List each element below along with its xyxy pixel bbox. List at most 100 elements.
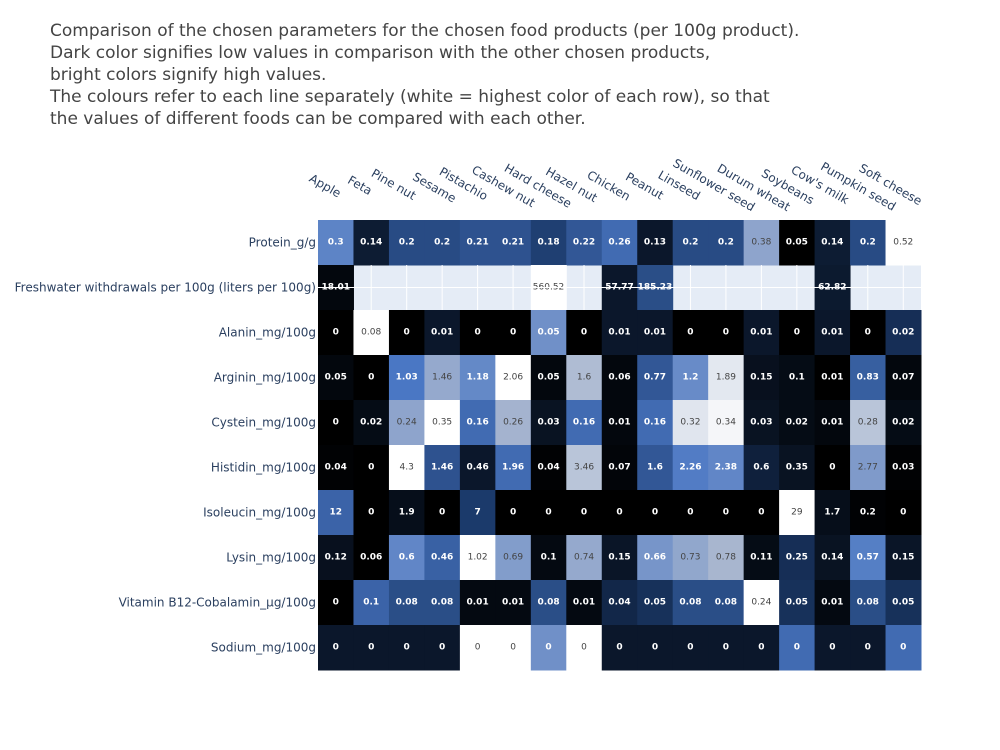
heatmap-cell: [530, 625, 567, 671]
heatmap-cell: [779, 580, 816, 626]
heatmap-cell: [743, 490, 780, 536]
cell-label: 0.77: [644, 373, 666, 383]
heatmap-cell: [779, 310, 816, 356]
heatmap-cell: [388, 310, 425, 356]
heatmap-cell: [318, 535, 354, 581]
heatmap-cell: [459, 220, 496, 266]
heatmap-cell: [708, 490, 745, 536]
heatmap-cell: [353, 625, 390, 671]
cell-label: 0: [758, 508, 764, 518]
heatmap-cell: [424, 490, 461, 536]
cell-label: 0: [368, 373, 374, 383]
heatmap-cell: [459, 625, 496, 671]
cell-label: 0: [581, 508, 587, 518]
y-tick-label: Vitamin B12-Cobalamin_µg/100g: [119, 596, 316, 610]
y-tick-label: Lysin_mg/100g: [226, 551, 316, 565]
heatmap-cell: [353, 400, 390, 446]
cell-label: 1.9: [399, 508, 415, 518]
heatmap-cell: [424, 580, 461, 626]
y-tick-label: Sodium_mg/100g: [211, 641, 316, 655]
heatmap-cell: [637, 220, 674, 266]
heatmap-cell: [353, 355, 390, 401]
heatmap-cell: [459, 490, 496, 536]
heatmap-cell: [566, 220, 603, 266]
y-tick-label: Protein_g/g: [249, 236, 316, 250]
cell-label: 0: [545, 508, 551, 518]
cell-label: 0.04: [537, 463, 559, 473]
heatmap-cell: [353, 535, 390, 581]
cell-label: 0.14: [821, 553, 843, 563]
cell-label: 2.26: [679, 463, 701, 473]
heatmap-cell: [495, 355, 532, 401]
heatmap-cell: [424, 445, 461, 491]
cell-label: 0.01: [821, 598, 843, 608]
title-line: Dark color signifies low values in compa…: [50, 43, 711, 63]
heatmap-cell: [850, 400, 887, 446]
cell-label: 1.2: [682, 373, 698, 383]
heatmap-cell: [388, 355, 425, 401]
heatmap-cell: [743, 535, 780, 581]
heatmap-cell: [637, 355, 674, 401]
cell-label: 0: [687, 643, 693, 653]
heatmap-cell: [850, 490, 887, 536]
cell-label: 0: [581, 328, 587, 338]
heatmap-cell: [566, 535, 603, 581]
heatmap-cell: [885, 220, 922, 266]
cell-label: 0.24: [397, 418, 417, 428]
heatmap-cell: [388, 220, 425, 266]
heatmap-cell: [424, 220, 461, 266]
cell-label: 0.28: [858, 418, 878, 428]
cell-label: 0.16: [644, 418, 666, 428]
cell-label: 0.2: [860, 508, 876, 518]
cell-label: 2.38: [715, 463, 737, 473]
heatmap-cell: [601, 220, 638, 266]
cell-label: 0.15: [608, 553, 630, 563]
cell-label: 0.08: [431, 598, 453, 608]
heatmap-cell: [530, 220, 567, 266]
cell-label: 0: [723, 643, 729, 653]
cell-label: 0: [368, 463, 374, 473]
cell-label: 0: [829, 463, 835, 473]
cell-label: 0.05: [537, 373, 559, 383]
title-line: Comparison of the chosen parameters for …: [50, 21, 800, 41]
cell-label: 0.01: [573, 598, 595, 608]
cell-label: 0.35: [432, 418, 452, 428]
cell-label: 0.07: [608, 463, 630, 473]
heatmap-cell: [779, 355, 816, 401]
cell-label: 0: [439, 508, 445, 518]
heatmap-cell: [672, 310, 709, 356]
cell-label: 0.52: [893, 238, 913, 248]
heatmap-cell: [318, 310, 354, 356]
cell-label: 0.02: [892, 418, 914, 428]
heatmap-cell: [814, 355, 851, 401]
cell-label: 0: [333, 328, 339, 338]
cell-label: 0.2: [399, 238, 415, 248]
heatmap-cell: [566, 580, 603, 626]
cell-label: 0: [616, 643, 622, 653]
cell-label: 0.46: [431, 553, 453, 563]
cell-label: 0.01: [431, 328, 453, 338]
cell-label: 0.1: [789, 373, 805, 383]
heatmap-cell: [566, 310, 603, 356]
cell-label: 1.02: [468, 553, 488, 563]
heatmap-cell: [388, 535, 425, 581]
cell-label: 7: [474, 508, 480, 518]
heatmap-cell: [318, 400, 354, 446]
cell-label: 2.77: [858, 463, 878, 473]
heatmap-cell: [424, 400, 461, 446]
cell-label: 0.05: [892, 598, 914, 608]
heatmap-cell: [459, 310, 496, 356]
cell-label: 0.01: [821, 328, 843, 338]
heatmap-cell: [601, 355, 638, 401]
heatmap-cell: [566, 355, 603, 401]
cell-label: 0.34: [716, 418, 736, 428]
heatmap-cell: [566, 625, 603, 671]
heatmap-cell: [708, 400, 745, 446]
heatmap-cell: [708, 625, 745, 671]
cell-label: 0.21: [467, 238, 489, 248]
cell-label: 0.26: [503, 418, 523, 428]
cell-label: 0.83: [857, 373, 879, 383]
heatmap-cell: [814, 535, 851, 581]
cell-label: 1.89: [716, 373, 736, 383]
